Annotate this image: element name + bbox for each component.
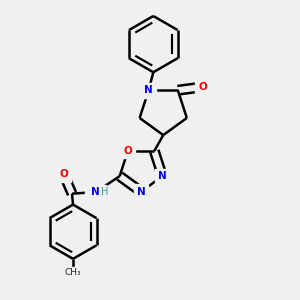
Bar <box>121 144 135 158</box>
Text: H: H <box>101 187 109 197</box>
Bar <box>56 167 71 182</box>
Bar <box>134 184 148 199</box>
Bar <box>141 83 156 98</box>
Bar <box>195 80 210 94</box>
Text: O: O <box>124 146 132 156</box>
Text: O: O <box>59 169 68 179</box>
Bar <box>85 185 106 199</box>
Text: O: O <box>198 82 207 92</box>
Bar <box>64 267 82 279</box>
Text: N: N <box>158 171 167 181</box>
Bar <box>99 186 111 198</box>
Text: CH₃: CH₃ <box>65 268 81 277</box>
Bar <box>155 169 170 183</box>
Text: N: N <box>92 187 100 197</box>
Text: N: N <box>137 187 146 197</box>
Text: N: N <box>144 85 153 95</box>
